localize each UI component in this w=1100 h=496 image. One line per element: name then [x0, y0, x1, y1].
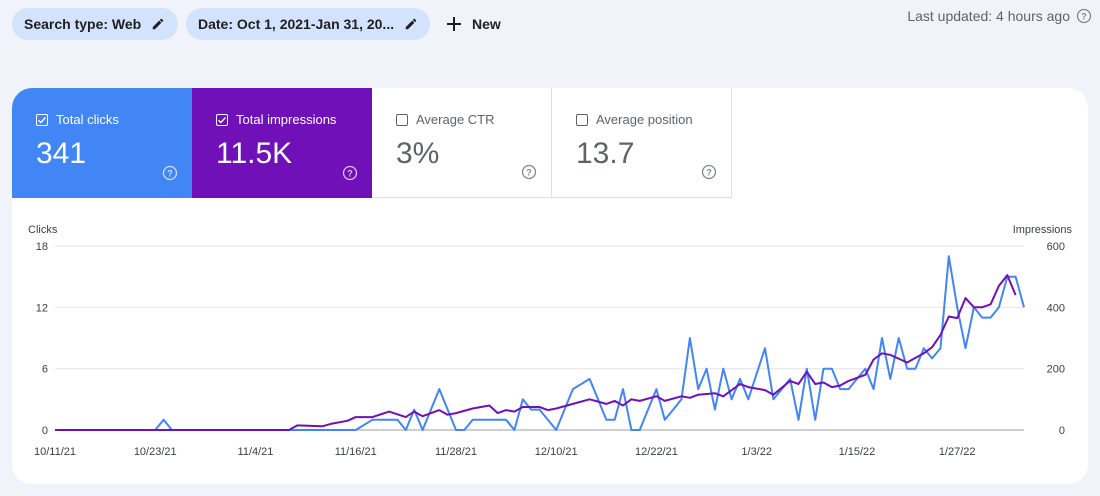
checkbox-checked-icon[interactable]: [36, 113, 48, 126]
last-updated-text: Last updated: 4 hours ago: [907, 8, 1070, 24]
metric-total-clicks[interactable]: Total clicks 341 ?: [12, 88, 192, 198]
last-updated: Last updated: 4 hours ago ?: [907, 8, 1092, 24]
metric-label: Average position: [596, 112, 693, 127]
toolbar: Search type: Web Date: Oct 1, 2021-Jan 3…: [12, 8, 1090, 40]
svg-text:?: ?: [526, 168, 532, 178]
edit-pencil-icon: [404, 17, 418, 31]
svg-text:?: ?: [347, 169, 353, 179]
help-icon[interactable]: ?: [162, 165, 178, 186]
help-icon[interactable]: ?: [701, 164, 717, 185]
y-right-tick-label: 0: [1059, 425, 1065, 437]
checkbox-unchecked-icon[interactable]: [396, 113, 408, 126]
y-left-tick-label: 12: [36, 302, 48, 314]
date-range-filter-chip[interactable]: Date: Oct 1, 2021-Jan 31, 20...: [186, 8, 430, 40]
svg-text:?: ?: [167, 169, 173, 179]
series-line-clicks[interactable]: [55, 255, 1025, 431]
metric-average-position[interactable]: Average position 13.7 ?: [552, 88, 732, 198]
help-icon[interactable]: ?: [342, 165, 358, 186]
metric-label: Total impressions: [236, 112, 337, 127]
metric-total-impressions[interactable]: Total impressions 11.5K ?: [192, 88, 372, 198]
y-right-axis-title: Impressions: [1013, 224, 1073, 236]
performance-card: Total clicks 341 ? Total impressions 11.…: [12, 88, 1088, 484]
x-tick-label: 1/3/22: [741, 446, 772, 458]
x-tick-label: 1/15/22: [839, 446, 876, 458]
help-icon[interactable]: ?: [521, 164, 537, 185]
search-type-filter-label: Search type: Web: [24, 16, 142, 32]
x-tick-label: 10/11/21: [34, 446, 76, 458]
x-tick-label: 12/10/21: [535, 446, 578, 458]
metric-label: Average CTR: [416, 112, 495, 127]
search-type-filter-chip[interactable]: Search type: Web: [12, 8, 178, 40]
y-right-tick-label: 200: [1047, 364, 1065, 376]
metric-average-ctr[interactable]: Average CTR 3% ?: [372, 88, 552, 198]
y-right-tick-label: 600: [1047, 241, 1065, 253]
x-tick-label: 10/23/21: [134, 446, 177, 458]
metric-value: 3%: [396, 137, 440, 170]
checkbox-checked-icon[interactable]: [216, 113, 228, 126]
help-icon[interactable]: ?: [1076, 8, 1092, 24]
plus-icon: [447, 17, 461, 31]
x-tick-label: 11/28/21: [435, 446, 477, 458]
y-right-tick-label: 400: [1047, 302, 1065, 314]
checkbox-unchecked-icon[interactable]: [576, 113, 588, 126]
new-filter-label: New: [472, 16, 501, 32]
edit-pencil-icon: [151, 17, 165, 31]
metric-value: 11.5K: [216, 137, 293, 170]
svg-text:?: ?: [706, 168, 712, 178]
y-left-tick-label: 18: [36, 241, 48, 253]
new-filter-button[interactable]: New: [446, 8, 501, 40]
date-range-filter-label: Date: Oct 1, 2021-Jan 31, 20...: [198, 16, 394, 32]
x-tick-label: 1/27/22: [939, 446, 976, 458]
performance-chart[interactable]: Clicks Impressions 18 12 6 0 600 400 200 0 10/…: [12, 88, 1088, 484]
x-tick-label: 12/22/21: [635, 446, 678, 458]
x-tick-label: 11/16/21: [335, 446, 377, 458]
metric-value: 13.7: [576, 137, 635, 170]
series-line-impressions[interactable]: [55, 274, 1017, 431]
y-left-tick-label: 6: [42, 364, 48, 376]
y-left-axis-title: Clicks: [28, 224, 58, 236]
svg-text:?: ?: [1081, 12, 1087, 22]
metric-label: Total clicks: [56, 112, 119, 127]
metric-value: 341: [36, 137, 87, 170]
x-tick-label: 11/4/21: [238, 446, 274, 458]
y-left-tick-label: 0: [42, 425, 48, 437]
